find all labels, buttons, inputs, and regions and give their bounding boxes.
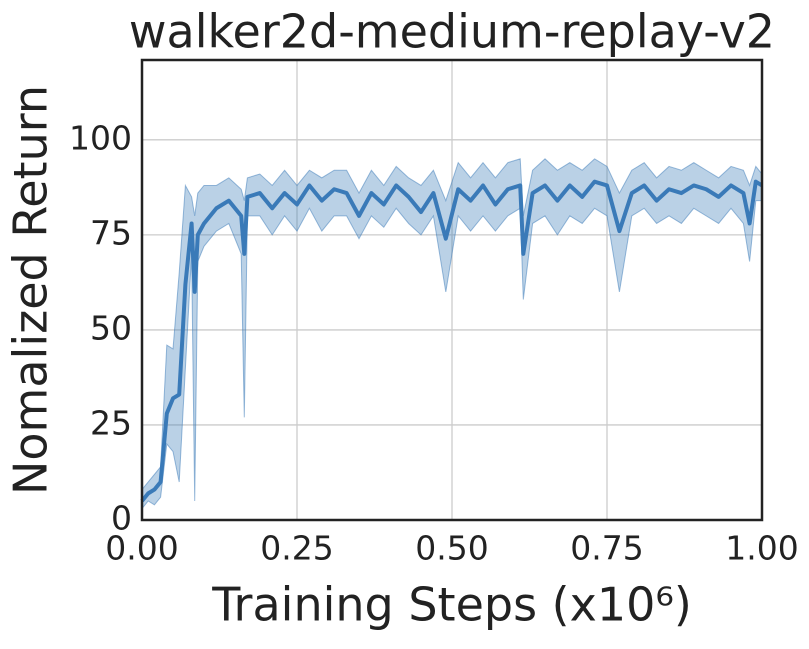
x-tick-label: 0.00 (105, 529, 178, 568)
line (140, 179, 764, 503)
y-tick-label: 100 (69, 118, 132, 157)
x-axis-label: Training Steps (x10⁶) (211, 578, 692, 632)
y-tick-label: 0 (111, 499, 132, 538)
x-tick-label: 1.00 (725, 529, 798, 568)
x-tick-label: 0.50 (415, 529, 488, 568)
y-tick-label: 50 (90, 308, 132, 347)
x-tick-label: 0.25 (260, 529, 333, 568)
plot-frame (140, 58, 764, 522)
x-tick-label: 0.75 (570, 529, 643, 568)
y-tick-label: 25 (90, 403, 132, 442)
y-tick-label: 75 (90, 213, 132, 252)
y-axis-label: Nomalized Return (4, 85, 58, 495)
chart-title: walker2d-medium-replay-v2 (129, 5, 775, 59)
